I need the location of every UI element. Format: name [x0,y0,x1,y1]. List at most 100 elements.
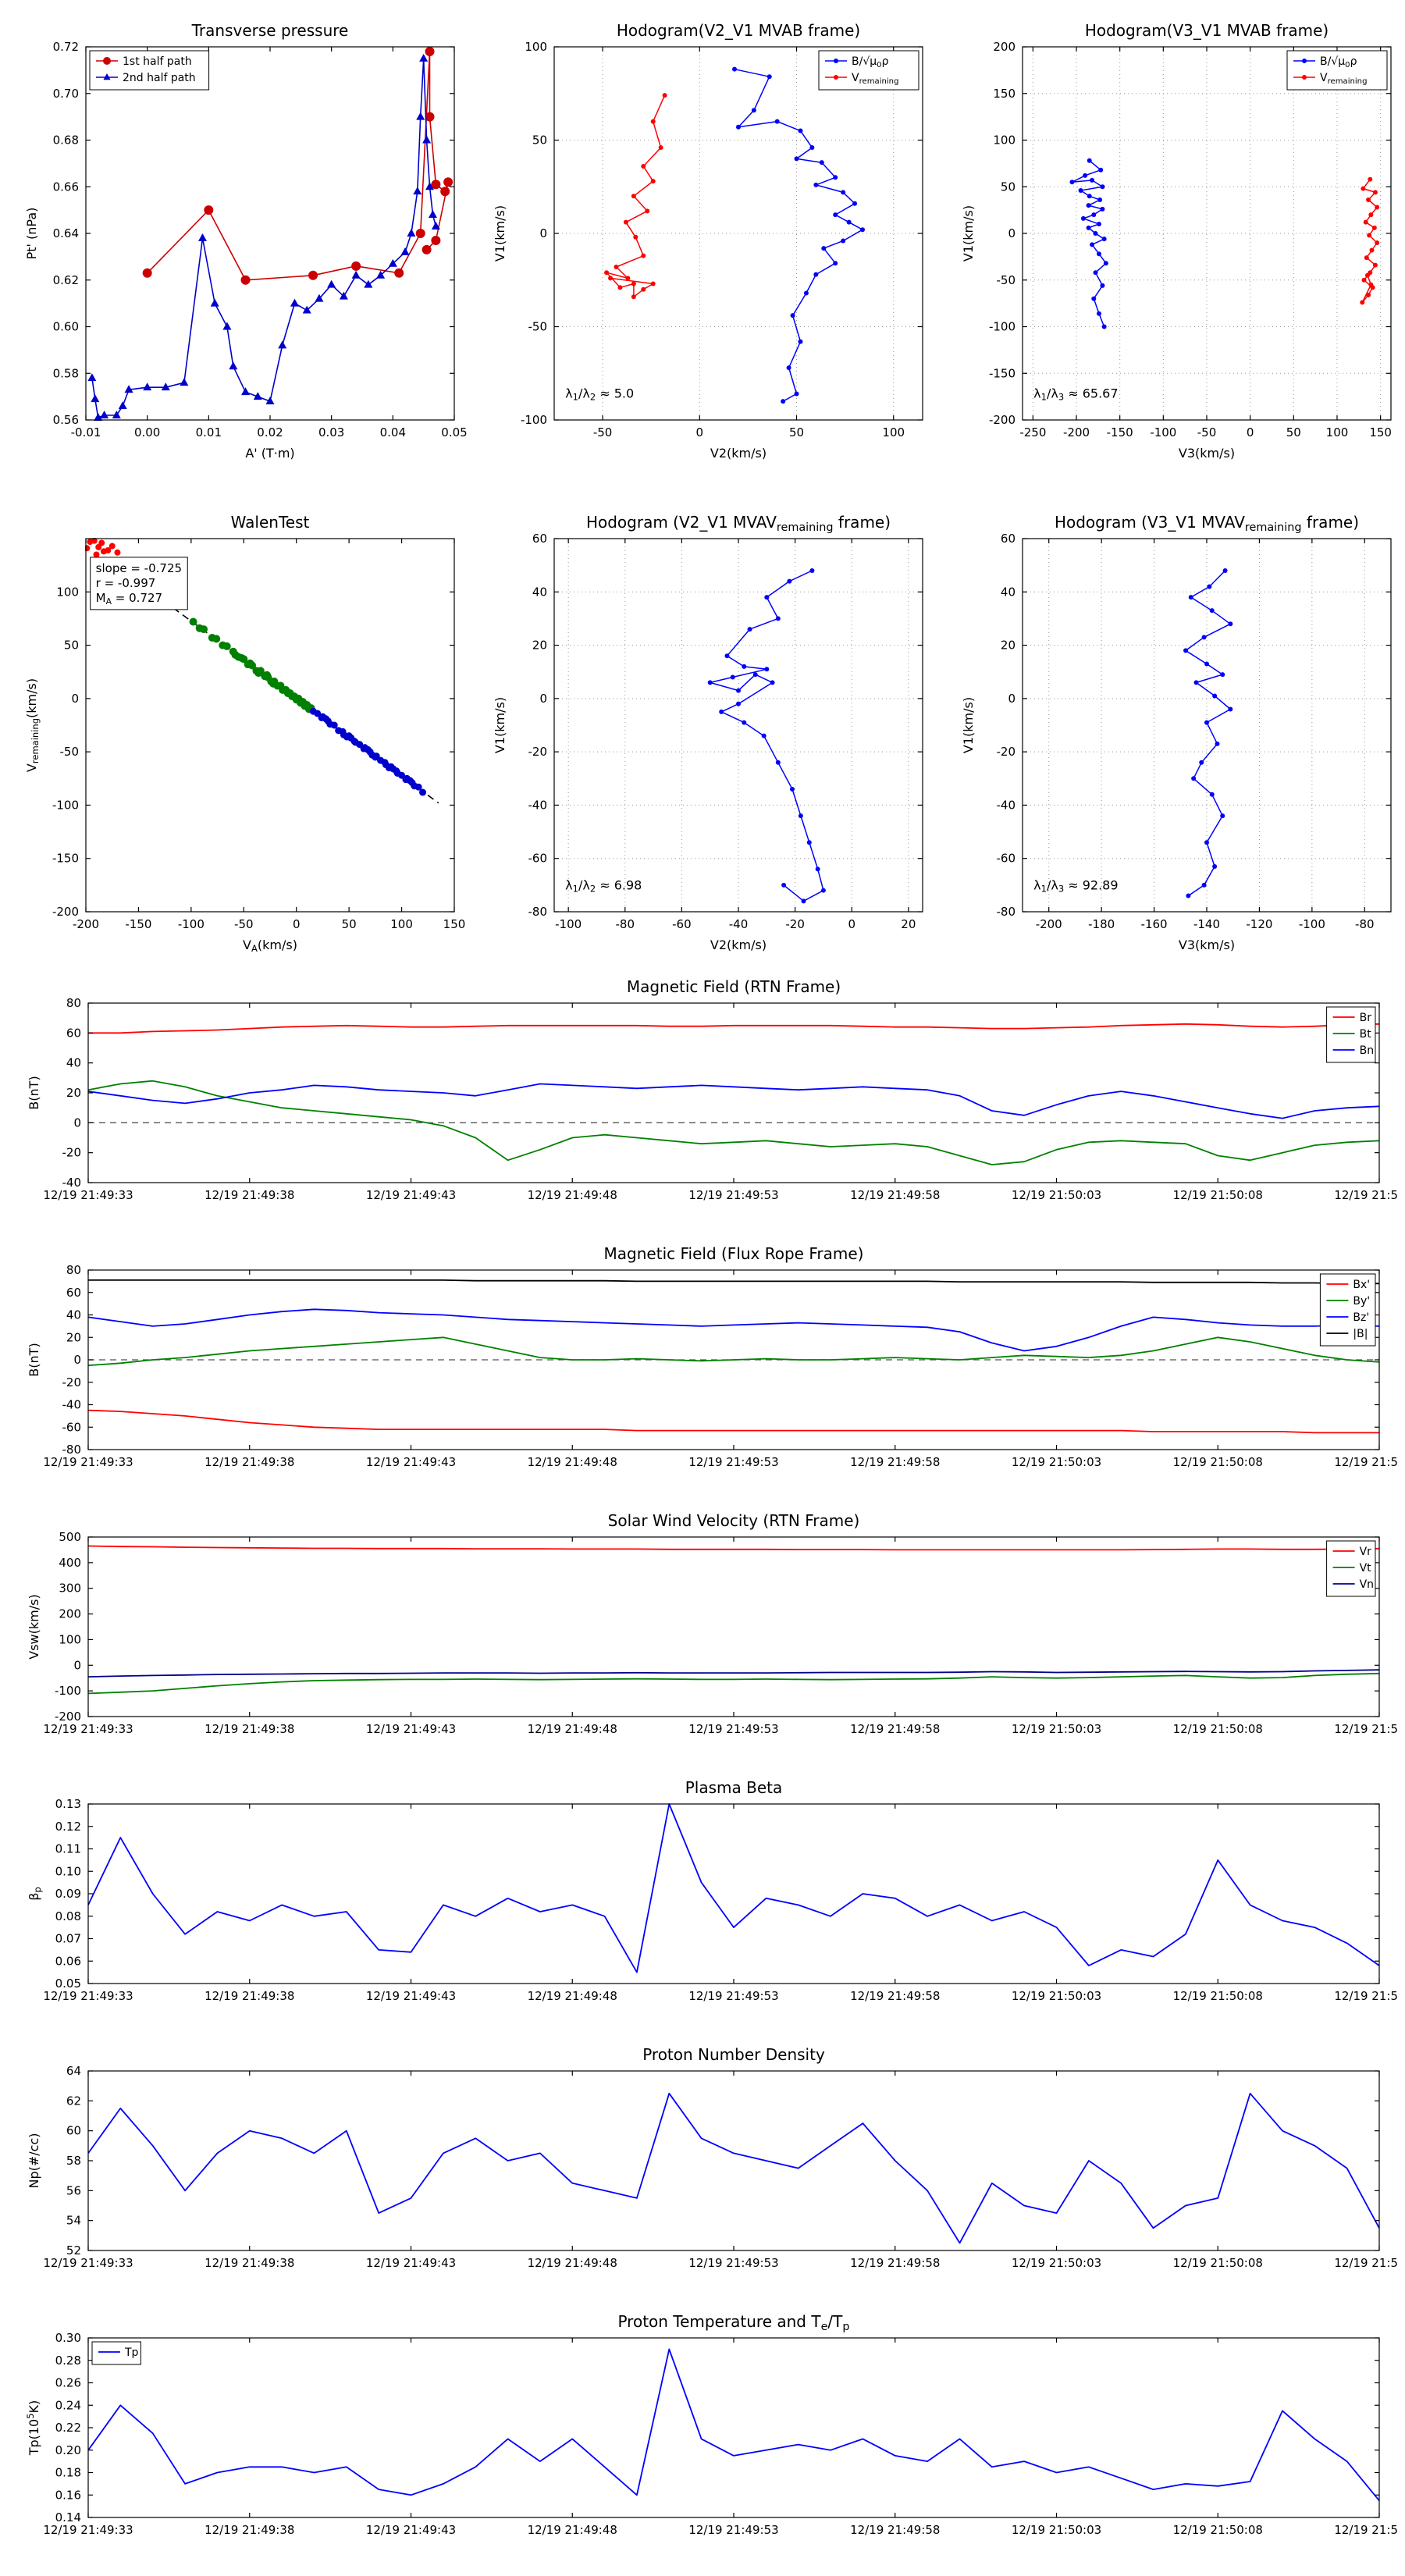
svg-text:2nd half path: 2nd half path [123,72,196,84]
svg-text:0.72: 0.72 [53,40,79,54]
svg-text:0.01: 0.01 [196,425,222,439]
svg-text:Vremaining: Vremaining [852,72,898,86]
chart-canvas-hodo-v2v1-mvab: -50 0 50 100 -100 -50 0 50 100 Hodogram(V2_V1 MVA… [493,21,923,461]
svg-text:400: 400 [59,1556,81,1570]
svg-text:λ1/λ3 ≈ 92.89: λ1/λ3 ≈ 92.89 [1033,877,1118,894]
svg-text:0: 0 [696,425,704,439]
svg-text:-200: -200 [1063,425,1090,439]
svg-text:12/19 21:49:48: 12/19 21:49:48 [528,1989,617,2003]
svg-text:60: 60 [1001,532,1016,546]
svg-text:-40: -40 [62,1176,82,1190]
svg-text:12/19 21:50:08: 12/19 21:50:08 [1173,1455,1263,1469]
svg-text:12/19 21:50:03: 12/19 21:50:03 [1012,1989,1101,2003]
svg-text:62: 62 [66,2094,81,2108]
chart-canvas-hodo-v2v1-mvav: -100 -80 -60 -40 -20 0 20 -80 -60 -40 -20 0 20 40 60 Ho… [493,513,923,952]
svg-text:Proton Temperature and Te/Tp: Proton Temperature and Te/Tp [617,2312,849,2333]
svg-text:0.22: 0.22 [55,2421,81,2435]
svg-text:-160: -160 [1141,917,1168,931]
svg-text:200: 200 [993,40,1016,54]
svg-text:0.00: 0.00 [134,425,160,439]
svg-text:-50: -50 [528,320,548,334]
svg-text:200: 200 [59,1607,81,1621]
svg-text:λ1/λ3 ≈ 65.67: λ1/λ3 ≈ 65.67 [1033,386,1118,402]
panel-proton-density: 12/19 21:49:33 12/19 21:49:38 12/19 21:49:… [6,2036,1405,2290]
svg-text:B(nT): B(nT) [27,1343,41,1376]
svg-text:40: 40 [66,1308,81,1322]
svg-text:0.12: 0.12 [55,1820,81,1834]
svg-text:-200: -200 [55,1710,81,1724]
svg-text:20: 20 [532,639,547,653]
svg-text:0.04: 0.04 [380,425,406,439]
svg-text:-250: -250 [1019,425,1046,439]
svg-text:12/19 21:49:38: 12/19 21:49:38 [205,2256,294,2270]
svg-text:-80: -80 [1355,917,1375,931]
svg-text:Vr: Vr [1360,1546,1372,1558]
svg-text:Transverse pressure: Transverse pressure [191,21,349,40]
svg-text:52: 52 [66,2243,81,2258]
svg-text:0.16: 0.16 [55,2488,81,2502]
svg-text:-20: -20 [62,1146,82,1160]
svg-text:64: 64 [66,2064,81,2078]
svg-text:0: 0 [73,1115,81,1130]
svg-text:-20: -20 [785,917,805,931]
svg-text:Solar Wind Velocity (RTN Frame: Solar Wind Velocity (RTN Frame) [608,1511,860,1530]
svg-text:-150: -150 [989,366,1016,380]
svg-text:0: 0 [539,226,547,240]
svg-text:Tp: Tp [124,2347,139,2359]
svg-text:-150: -150 [52,852,79,866]
svg-text:-180: -180 [1088,917,1115,931]
svg-text:-150: -150 [125,917,151,931]
svg-text:-20: -20 [62,1375,82,1389]
svg-text:-140: -140 [1193,917,1220,931]
svg-text:12/19 21:50:13: 12/19 21:50:13 [1334,2523,1399,2537]
svg-text:20: 20 [66,1086,81,1100]
svg-text:56: 56 [66,2183,81,2197]
svg-text:-80: -80 [528,905,548,919]
svg-text:Tp(105K): Tp(105K) [25,2400,41,2457]
svg-text:r = -0.997: r = -0.997 [96,576,156,590]
svg-text:80: 80 [66,1263,81,1277]
svg-text:12/19 21:49:53: 12/19 21:49:53 [688,1455,778,1469]
svg-text:12/19 21:50:13: 12/19 21:50:13 [1334,1188,1399,1202]
svg-text:0.08: 0.08 [55,1909,81,1923]
svg-text:0.56: 0.56 [53,413,79,427]
svg-text:-80: -80 [997,905,1016,919]
svg-text:-100: -100 [1150,425,1176,439]
svg-text:20: 20 [66,1330,81,1344]
svg-text:Bn: Bn [1360,1044,1374,1057]
svg-text:-50: -50 [593,425,613,439]
svg-text:0.10: 0.10 [55,1864,81,1878]
svg-text:0.68: 0.68 [53,133,79,148]
svg-text:100: 100 [59,1632,81,1646]
svg-text:0.14: 0.14 [55,2510,81,2524]
svg-text:-100: -100 [555,917,582,931]
svg-text:12/19 21:50:13: 12/19 21:50:13 [1334,1722,1399,1736]
panel-magnetic-field-rtn: 12/19 21:49:33 12/19 21:49:38 12/19 21:49:… [6,968,1405,1222]
svg-text:-100: -100 [52,798,79,812]
svg-text:Pt' (nPa): Pt' (nPa) [24,208,39,260]
svg-text:12/19 21:50:03: 12/19 21:50:03 [1012,1455,1101,1469]
svg-text:12/19 21:49:33: 12/19 21:49:33 [43,1722,133,1736]
svg-text:12/19 21:49:38: 12/19 21:49:38 [205,2523,294,2537]
svg-text:12/19 21:49:53: 12/19 21:49:53 [688,1188,778,1202]
svg-text:12/19 21:49:33: 12/19 21:49:33 [43,1989,133,2003]
svg-text:0.03: 0.03 [318,425,344,439]
svg-text:-60: -60 [528,852,548,866]
svg-text:12/19 21:50:03: 12/19 21:50:03 [1012,2256,1101,2270]
svg-text:50: 50 [789,425,804,439]
svg-text:-50: -50 [234,917,254,931]
chart-canvas-hodo-v3v1-mvab: -250 -200 -150 -100 -50 0 50 100 150-200-150-100… [961,21,1392,461]
svg-text:12/19 21:49:53: 12/19 21:49:53 [688,2256,778,2270]
svg-text:12/19 21:49:48: 12/19 21:49:48 [528,1455,617,1469]
svg-text:12/19 21:50:03: 12/19 21:50:03 [1012,2523,1101,2537]
chart-canvas-vsw: 12/19 21:49:33 12/19 21:49:38 12/19 21:49:… [27,1511,1405,1736]
svg-text:B/√μ0ρ: B/√μ0ρ [1320,55,1357,69]
svg-text:-20: -20 [997,745,1016,759]
svg-text:-60: -60 [62,1420,82,1434]
panel-plasma-beta: 12/19 21:49:33 12/19 21:49:38 12/19 21:49:… [6,1769,1405,2023]
svg-text:-150: -150 [1107,425,1133,439]
svg-text:40: 40 [1001,585,1016,599]
svg-text:12/19 21:49:58: 12/19 21:49:58 [850,1188,940,1202]
svg-text:Hodogram(V3_V1 MVAB frame): Hodogram(V3_V1 MVAB frame) [1085,21,1329,40]
svg-text:-100: -100 [989,320,1016,334]
